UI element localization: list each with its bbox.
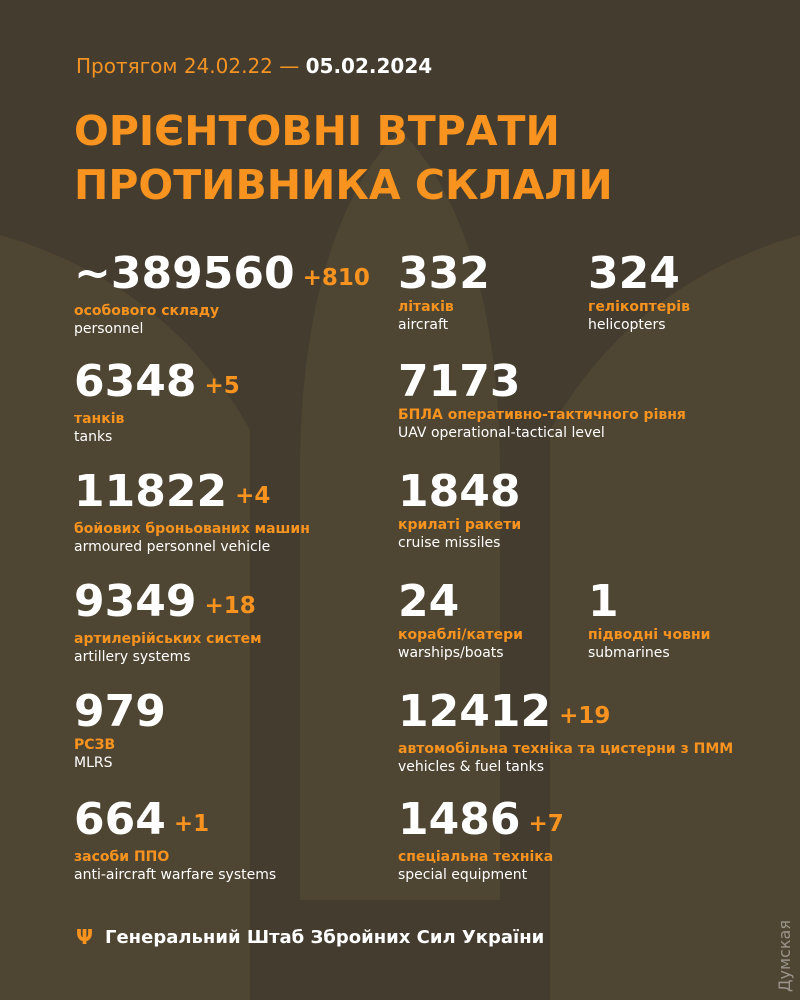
stat-uav: 7173 БПЛА оперативно-тактичного рівня UAV … (398, 358, 686, 442)
stat-label-en: UAV operational-tactical level (398, 425, 605, 441)
stat-label-ua: особового складу (74, 303, 220, 319)
stat-value: 7173 (398, 356, 521, 407)
stat-delta: +1 (173, 811, 210, 837)
stat-value: 24 (398, 576, 460, 627)
stat-vehicles: 12412 +19 автомобільна техніка та цистерни… (398, 688, 733, 776)
stat-label-en: personnel (74, 321, 144, 337)
stat-cruise: 1848 крилаті ракети cruise missiles (398, 468, 521, 552)
stat-label-ua: літаків (398, 299, 454, 315)
period-header: Протягом 24.02.22 — 05.02.2024 (76, 54, 433, 78)
footer: Ψ Генеральний Штаб Збройних Сил України (76, 925, 545, 949)
stat-label-en: vehicles & fuel tanks (398, 759, 545, 775)
report-date: 05.02.2024 (305, 54, 433, 78)
stat-armoured: 11822 +4 бойових броньованих машин armoured… (74, 468, 310, 556)
stat-value: 979 (74, 686, 166, 737)
stat-helicopters: 324 гелікоптерів helicopters (588, 250, 690, 334)
stat-warshipsboats: 24 кораблі/катери warships/boats (398, 578, 523, 662)
stat-label-ua: танків (74, 411, 125, 427)
stat-label-ua: артилерійських систем (74, 631, 262, 647)
stat-label-en: artillery systems (74, 649, 191, 665)
stat-value: 11822 +4 (74, 466, 271, 517)
stat-tanks: 6348 +5 танків tanks (74, 358, 240, 446)
stat-label-en: armoured personnel vehicle (74, 539, 271, 555)
stat-delta: +19 (559, 703, 611, 729)
stat-delta: +810 (302, 265, 370, 291)
stat-submarines: 1 підводні човни submarines (588, 578, 710, 662)
stat-label-en: special equipment (398, 867, 528, 883)
stat-label-en: warships/boats (398, 645, 504, 661)
stat-delta: +18 (204, 593, 256, 619)
stat-value: 9349 +18 (74, 576, 256, 627)
stat-label-en: submarines (588, 645, 670, 661)
stat-special: 1486 +7 спеціальна техніка special equipmen… (398, 796, 564, 884)
stat-delta: +5 (204, 373, 240, 399)
stat-label-ua: засоби ППО (74, 849, 170, 865)
stat-mlrs: 979 РСЗВ MLRS (74, 688, 166, 772)
stat-label-ua: БПЛА оперативно-тактичного рівня (398, 407, 686, 423)
stat-label-en: aircraft (398, 317, 449, 333)
stat-aircraft: 332 літаків aircraft (398, 250, 490, 334)
stat-label-ua: кораблі/катери (398, 627, 523, 643)
stat-label-ua: спеціальна техніка (398, 849, 554, 865)
stat-delta: +7 (528, 811, 564, 837)
stat-value: ~389560 +810 (74, 248, 370, 299)
stat-value: 1486 +7 (398, 794, 564, 845)
stat-label-ua: автомобільна техніка та цистерни з ПММ (398, 741, 734, 757)
stat-label-ua: крилаті ракети (398, 517, 522, 533)
stat-label-en: cruise missiles (398, 535, 501, 551)
stat-value: 664 +1 (74, 794, 210, 845)
stat-antiaircraft: 664 +1 засоби ППО anti-aircraft warfare sys… (74, 796, 276, 884)
trident-icon: Ψ (76, 925, 93, 949)
stat-value: 1 (588, 576, 619, 627)
stat-value: 332 (398, 248, 490, 299)
stat-label-en: tanks (74, 429, 113, 445)
stat-label-ua: бойових броньованих машин (74, 521, 310, 537)
stat-label-en: MLRS (74, 755, 113, 771)
stat-value: 1848 (398, 466, 521, 517)
stat-artillery: 9349 +18 артилерійських систем artillery sy… (74, 578, 262, 666)
stat-label-en: helicopters (588, 317, 666, 333)
stat-delta: +4 (235, 483, 271, 509)
page-title: ОРІЄНТОВНІ ВТРАТИ ПРОТИВНИКА СКЛАЛИ (74, 107, 613, 209)
stat-label-en: anti-aircraft warfare systems (74, 867, 277, 883)
watermark: Думская (775, 920, 794, 992)
stat-label-ua: гелікоптерів (588, 299, 690, 315)
stat-label-ua: РСЗВ (74, 737, 116, 753)
stat-value: 324 (588, 248, 680, 299)
stat-value: 12412 +19 (398, 686, 611, 737)
stat-label-ua: підводні човни (588, 627, 711, 643)
stat-personnel: ~389560 +810 особового складу personnel (74, 250, 370, 338)
stat-value: 6348 +5 (74, 356, 240, 407)
